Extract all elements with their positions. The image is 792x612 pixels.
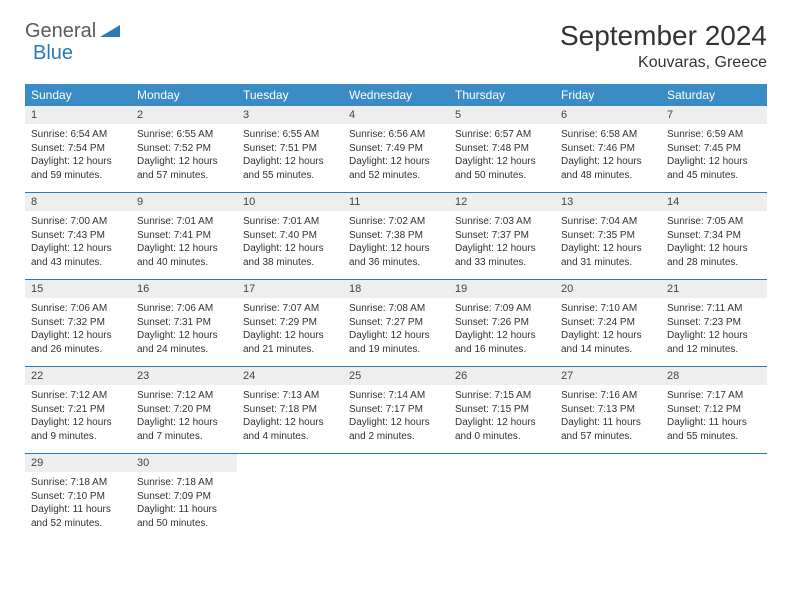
day-number-cell: 14	[661, 193, 767, 212]
day-content-cell: Sunrise: 7:04 AMSunset: 7:35 PMDaylight:…	[555, 211, 661, 280]
day-content-cell: Sunrise: 7:00 AMSunset: 7:43 PMDaylight:…	[25, 211, 131, 280]
day-number-cell: 1	[25, 106, 131, 124]
day-content-cell	[555, 472, 661, 540]
weekday-header: Sunday	[25, 84, 131, 106]
day-content-cell: Sunrise: 7:06 AMSunset: 7:32 PMDaylight:…	[25, 298, 131, 367]
day-number-cell: 9	[131, 193, 237, 212]
daynum-row: 22232425262728	[25, 367, 767, 386]
day-number-cell: 5	[449, 106, 555, 124]
logo: General	[25, 20, 122, 43]
weekday-header-row: SundayMondayTuesdayWednesdayThursdayFrid…	[25, 84, 767, 106]
day-content-cell: Sunrise: 7:16 AMSunset: 7:13 PMDaylight:…	[555, 385, 661, 454]
day-content-cell: Sunrise: 6:58 AMSunset: 7:46 PMDaylight:…	[555, 124, 661, 193]
day-content-cell: Sunrise: 7:06 AMSunset: 7:31 PMDaylight:…	[131, 298, 237, 367]
day-content-cell: Sunrise: 6:54 AMSunset: 7:54 PMDaylight:…	[25, 124, 131, 193]
day-number-cell	[449, 454, 555, 473]
day-number-cell: 25	[343, 367, 449, 386]
weekday-header: Wednesday	[343, 84, 449, 106]
day-content-cell	[343, 472, 449, 540]
logo-blue-wrap: Blue	[33, 42, 73, 65]
day-content-cell: Sunrise: 7:12 AMSunset: 7:21 PMDaylight:…	[25, 385, 131, 454]
daynum-row: 891011121314	[25, 193, 767, 212]
logo-text-general: General	[25, 20, 96, 43]
calendar-body: 1234567Sunrise: 6:54 AMSunset: 7:54 PMDa…	[25, 106, 767, 540]
day-number-cell: 21	[661, 280, 767, 299]
day-content-cell: Sunrise: 7:02 AMSunset: 7:38 PMDaylight:…	[343, 211, 449, 280]
day-number-cell: 17	[237, 280, 343, 299]
day-content-cell: Sunrise: 7:05 AMSunset: 7:34 PMDaylight:…	[661, 211, 767, 280]
weekday-header: Thursday	[449, 84, 555, 106]
day-content-cell: Sunrise: 7:01 AMSunset: 7:41 PMDaylight:…	[131, 211, 237, 280]
day-number-cell: 4	[343, 106, 449, 124]
day-content-cell: Sunrise: 7:17 AMSunset: 7:12 PMDaylight:…	[661, 385, 767, 454]
weekday-header: Tuesday	[237, 84, 343, 106]
calendar-table: SundayMondayTuesdayWednesdayThursdayFrid…	[25, 84, 767, 540]
header: General September 2024 Kouvaras, Greece	[25, 20, 767, 72]
day-number-cell: 24	[237, 367, 343, 386]
day-number-cell: 16	[131, 280, 237, 299]
logo-text-blue: Blue	[33, 42, 73, 64]
day-content-cell: Sunrise: 7:09 AMSunset: 7:26 PMDaylight:…	[449, 298, 555, 367]
day-number-cell: 7	[661, 106, 767, 124]
content-row: Sunrise: 7:12 AMSunset: 7:21 PMDaylight:…	[25, 385, 767, 454]
content-row: Sunrise: 7:18 AMSunset: 7:10 PMDaylight:…	[25, 472, 767, 540]
day-content-cell: Sunrise: 7:15 AMSunset: 7:15 PMDaylight:…	[449, 385, 555, 454]
day-number-cell: 23	[131, 367, 237, 386]
day-content-cell: Sunrise: 7:10 AMSunset: 7:24 PMDaylight:…	[555, 298, 661, 367]
content-row: Sunrise: 7:00 AMSunset: 7:43 PMDaylight:…	[25, 211, 767, 280]
day-number-cell	[237, 454, 343, 473]
day-content-cell	[661, 472, 767, 540]
day-content-cell	[237, 472, 343, 540]
day-number-cell: 18	[343, 280, 449, 299]
day-number-cell: 12	[449, 193, 555, 212]
weekday-header: Saturday	[661, 84, 767, 106]
day-content-cell: Sunrise: 7:13 AMSunset: 7:18 PMDaylight:…	[237, 385, 343, 454]
day-number-cell: 28	[661, 367, 767, 386]
day-number-cell: 15	[25, 280, 131, 299]
day-number-cell: 3	[237, 106, 343, 124]
day-content-cell: Sunrise: 7:12 AMSunset: 7:20 PMDaylight:…	[131, 385, 237, 454]
content-row: Sunrise: 7:06 AMSunset: 7:32 PMDaylight:…	[25, 298, 767, 367]
day-content-cell: Sunrise: 7:01 AMSunset: 7:40 PMDaylight:…	[237, 211, 343, 280]
month-title: September 2024	[560, 20, 767, 52]
day-number-cell: 13	[555, 193, 661, 212]
location: Kouvaras, Greece	[560, 54, 767, 72]
day-content-cell: Sunrise: 6:55 AMSunset: 7:52 PMDaylight:…	[131, 124, 237, 193]
day-content-cell: Sunrise: 7:11 AMSunset: 7:23 PMDaylight:…	[661, 298, 767, 367]
day-content-cell: Sunrise: 6:57 AMSunset: 7:48 PMDaylight:…	[449, 124, 555, 193]
day-content-cell: Sunrise: 6:55 AMSunset: 7:51 PMDaylight:…	[237, 124, 343, 193]
daynum-row: 2930	[25, 454, 767, 473]
logo-triangle-icon	[100, 21, 120, 42]
weekday-header: Friday	[555, 84, 661, 106]
day-content-cell: Sunrise: 7:08 AMSunset: 7:27 PMDaylight:…	[343, 298, 449, 367]
day-content-cell: Sunrise: 7:07 AMSunset: 7:29 PMDaylight:…	[237, 298, 343, 367]
weekday-header: Monday	[131, 84, 237, 106]
day-number-cell: 20	[555, 280, 661, 299]
day-content-cell: Sunrise: 7:14 AMSunset: 7:17 PMDaylight:…	[343, 385, 449, 454]
day-number-cell: 29	[25, 454, 131, 473]
day-number-cell: 10	[237, 193, 343, 212]
day-number-cell: 6	[555, 106, 661, 124]
content-row: Sunrise: 6:54 AMSunset: 7:54 PMDaylight:…	[25, 124, 767, 193]
daynum-row: 1234567	[25, 106, 767, 124]
day-number-cell	[343, 454, 449, 473]
title-block: September 2024 Kouvaras, Greece	[560, 20, 767, 72]
day-number-cell: 30	[131, 454, 237, 473]
day-content-cell	[449, 472, 555, 540]
day-content-cell: Sunrise: 6:56 AMSunset: 7:49 PMDaylight:…	[343, 124, 449, 193]
day-number-cell: 27	[555, 367, 661, 386]
day-number-cell: 2	[131, 106, 237, 124]
daynum-row: 15161718192021	[25, 280, 767, 299]
day-number-cell	[555, 454, 661, 473]
day-number-cell	[661, 454, 767, 473]
day-number-cell: 11	[343, 193, 449, 212]
day-content-cell: Sunrise: 6:59 AMSunset: 7:45 PMDaylight:…	[661, 124, 767, 193]
day-number-cell: 19	[449, 280, 555, 299]
day-content-cell: Sunrise: 7:18 AMSunset: 7:09 PMDaylight:…	[131, 472, 237, 540]
day-number-cell: 26	[449, 367, 555, 386]
day-number-cell: 8	[25, 193, 131, 212]
day-number-cell: 22	[25, 367, 131, 386]
day-content-cell: Sunrise: 7:03 AMSunset: 7:37 PMDaylight:…	[449, 211, 555, 280]
day-content-cell: Sunrise: 7:18 AMSunset: 7:10 PMDaylight:…	[25, 472, 131, 540]
